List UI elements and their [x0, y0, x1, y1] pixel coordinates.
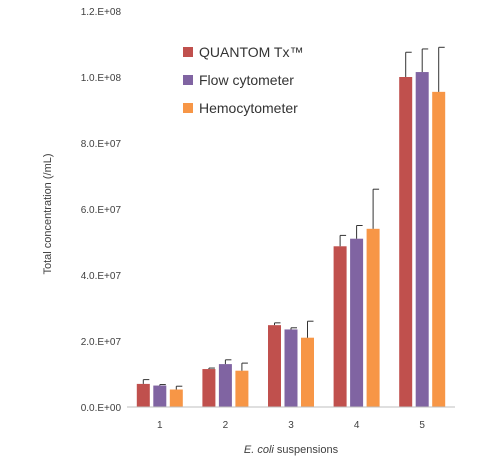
y-axis-label: Total concentration (/mL): [42, 153, 54, 274]
x-tick-label: 2: [223, 420, 229, 431]
y-axis-ticks: 0.0.E+00 2.0.E+07 4.0.E+07 6.0.E+07 8.0.E+07…: [81, 7, 122, 414]
bar: [350, 238, 364, 407]
x-axis-label-rest: suspensions: [274, 444, 339, 456]
bar: [415, 72, 429, 408]
bar: [301, 337, 314, 407]
x-tick-label: 1: [157, 420, 163, 431]
legend-label: QUANTOM Tx™: [199, 44, 304, 60]
x-axis-ticks: 1 2 3 4 5: [157, 420, 425, 431]
bar: [399, 77, 413, 407]
x-tick-label: 5: [419, 420, 425, 431]
bar: [235, 370, 249, 407]
legend-label: Hemocytometer: [199, 100, 298, 116]
bars: [136, 72, 446, 408]
bar: [284, 329, 298, 407]
bar: [153, 385, 167, 407]
y-tick-label: 8.0.E+07: [81, 139, 122, 150]
bar: [366, 228, 380, 407]
x-axis-label: E. coli suspensions: [244, 444, 339, 456]
y-tick-label: 1.0.E+08: [81, 73, 122, 84]
bar: [136, 383, 150, 407]
legend-swatch: [183, 47, 193, 57]
x-axis-label-italic: E. coli: [244, 444, 275, 456]
bar: [202, 369, 216, 407]
x-tick-label: 4: [354, 420, 360, 431]
y-tick-label: 6.0.E+07: [81, 205, 122, 216]
legend-label: Flow cytometer: [199, 72, 294, 88]
y-tick-label: 1.2.E+08: [81, 7, 122, 18]
y-tick-label: 2.0.E+07: [81, 337, 122, 348]
y-tick-label: 0.0.E+00: [81, 403, 122, 414]
bar: [432, 91, 446, 407]
legend: QUANTOM Tx™ Flow cytometer Hemocytometer: [183, 44, 304, 116]
legend-swatch: [183, 75, 193, 85]
bar: [333, 246, 347, 407]
error-bars: [142, 46, 445, 390]
y-tick-label: 4.0.E+07: [81, 271, 122, 282]
legend-swatch: [183, 103, 193, 113]
x-tick-label: 3: [288, 420, 294, 431]
bar: [268, 325, 281, 407]
bar: [218, 364, 232, 407]
bar: [169, 389, 183, 407]
